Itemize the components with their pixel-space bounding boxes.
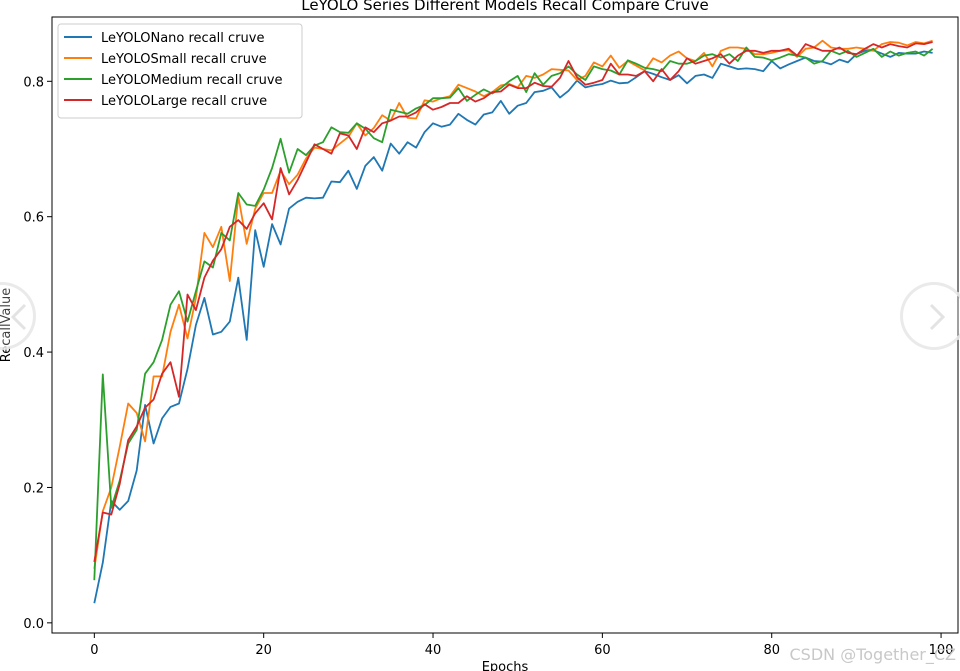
chevron-right-icon <box>929 303 946 331</box>
x-tick-label: 20 <box>255 643 272 658</box>
x-axis-title: Epochs <box>482 660 529 671</box>
y-tick-label: 0.0 <box>23 617 44 632</box>
y-tick-label: 0.2 <box>23 481 44 496</box>
x-tick-label: 80 <box>763 643 780 658</box>
chart-title: LeYOLO Series Different Models Recall Co… <box>301 0 708 14</box>
x-tick-label: 100 <box>929 643 954 658</box>
x-tick-label: 40 <box>425 643 442 658</box>
x-tick-label: 0 <box>90 643 98 658</box>
chevron-left-icon <box>10 303 27 331</box>
plot-area <box>93 39 934 604</box>
axes: 0 20 40 60 80 100 0.0 0.2 0.4 0.6 0.8 <box>23 16 959 658</box>
y-tick-label: 0.6 <box>23 211 44 226</box>
legend-box <box>57 23 303 119</box>
legend-label: LeYOLOSmall recall cruve <box>101 52 267 67</box>
legend-label: LeYOLOLarge recall cruve <box>101 94 267 109</box>
legend: LeYOLONano recall cruve LeYOLOSmall recal… <box>57 23 303 119</box>
y-tick-label: 0.4 <box>23 346 44 361</box>
legend-label: LeYOLONano recall cruve <box>101 31 264 46</box>
series-line-3 <box>93 41 933 563</box>
series-line-2 <box>93 46 934 581</box>
next-image-button[interactable] <box>900 282 960 350</box>
x-tick-label: 60 <box>594 643 611 658</box>
y-tick-label: 0.8 <box>23 75 44 90</box>
legend-label: LeYOLOMedium recall cruve <box>101 73 283 88</box>
series-line-0 <box>93 49 933 604</box>
watermark-text: CSDN @Together_CZ <box>789 645 956 665</box>
